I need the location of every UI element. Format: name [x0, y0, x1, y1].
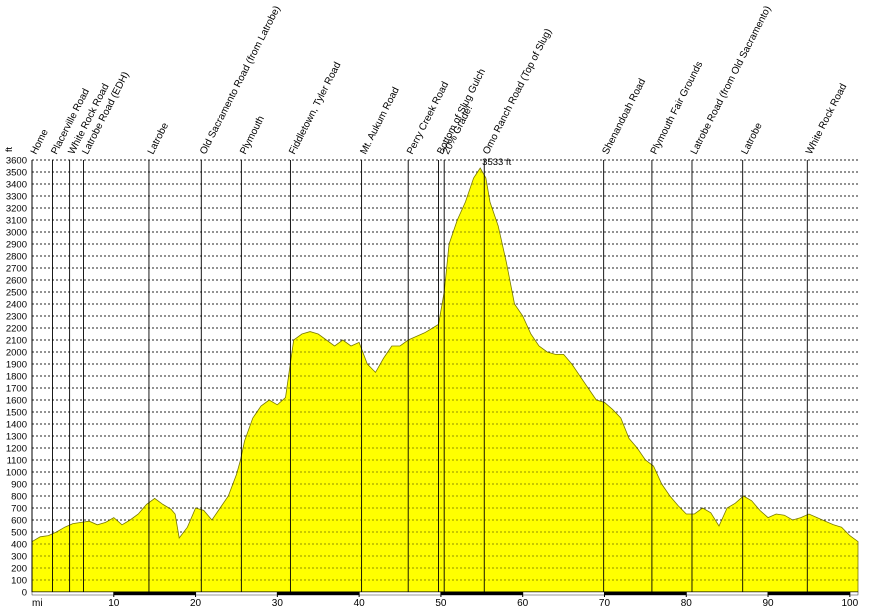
x-axis-band — [686, 591, 769, 596]
y-tick-label: 2900 — [6, 240, 27, 251]
y-tick-label: 3200 — [6, 204, 27, 215]
y-tick-label: 600 — [11, 516, 27, 527]
route-marker-label: Mt. Aukum Road — [358, 86, 401, 157]
y-tick-label: 3000 — [6, 228, 27, 239]
x-tick-label: 40 — [354, 598, 366, 609]
y-tick-label: 2800 — [6, 252, 27, 263]
y-tick-label: 2300 — [6, 312, 27, 323]
y-tick-label: 1500 — [6, 408, 27, 419]
axes: 10 20 30 40 50 60 70 80 90 100 — [31, 160, 859, 609]
y-tick-label: 900 — [11, 480, 27, 491]
y-tick-label: 1700 — [6, 384, 27, 395]
x-axis-band — [277, 591, 360, 596]
route-marker-label: Latrobe — [146, 121, 171, 157]
y-tick-label: 1400 — [6, 420, 27, 431]
x-tick-label: 50 — [435, 598, 447, 609]
y-tick-label: 2000 — [6, 348, 27, 359]
x-axis-band — [440, 591, 523, 596]
x-tick-label: 80 — [681, 598, 693, 609]
y-tick-label: 1100 — [7, 456, 27, 467]
y-tick-label: 0 — [22, 588, 27, 599]
gridline-overlay — [32, 159, 858, 581]
y-tick-label: 700 — [11, 504, 27, 515]
x-axis-band — [849, 591, 859, 596]
x-axis-band — [522, 591, 605, 596]
x-tick-label: 70 — [599, 598, 611, 609]
y-tick-label: 3500 — [6, 168, 27, 179]
x-tick-label: 100 — [841, 598, 858, 609]
y-tick-label: 500 — [11, 528, 27, 539]
y-tick-label: 400 — [11, 540, 27, 551]
y-tick-label: 2100 — [6, 336, 27, 347]
y-tick-label: 300 — [11, 552, 27, 563]
route-marker-label: Fiddletown, Tyler Road — [287, 60, 343, 156]
x-axis-band — [195, 591, 278, 596]
y-tick-label: 200 — [11, 564, 27, 575]
x-tick-label: 30 — [272, 598, 284, 609]
y-tick-label: 1900 — [6, 360, 27, 371]
x-tick-label: 20 — [190, 598, 202, 609]
x-axis-band — [31, 591, 114, 596]
route-marker-label: White Rock Road — [804, 82, 849, 156]
x-axis-band — [767, 591, 851, 596]
x-tick-label: 60 — [517, 598, 529, 609]
route-marker-label: Latrobe — [740, 121, 765, 157]
x-tick-label: 10 — [108, 598, 120, 609]
x-axis-band — [113, 591, 196, 596]
y-tick-label: 1000 — [6, 468, 27, 479]
y-tick-label: 2200 — [6, 324, 27, 335]
x-axis-unit-label: mi — [32, 598, 43, 609]
y-tick-label: 2400 — [6, 300, 27, 311]
y-axis-unit-label: ft — [4, 146, 14, 152]
y-tick-label: 3600 — [6, 156, 27, 167]
route-marker-label: Home — [29, 127, 51, 156]
y-tick-label: 2700 — [6, 264, 27, 275]
y-tick-label: 3100 — [6, 216, 27, 227]
y-tick-label: 1600 — [6, 396, 27, 407]
y-tick-label: 1800 — [6, 372, 27, 383]
x-axis-band — [604, 591, 687, 596]
y-tick-label: 2600 — [6, 276, 27, 287]
route-marker-label: Old Sacramento Road (from Latrobe) — [198, 4, 283, 156]
y-tick-label: 1300 — [6, 432, 27, 443]
x-tick-label: 90 — [762, 598, 774, 609]
y-tick-label: 800 — [11, 492, 27, 503]
y-tick-label: 3400 — [6, 180, 27, 191]
route-marker-label: Plymouth — [238, 114, 267, 156]
route-marker-label: Shenandoah Road — [601, 77, 649, 156]
y-tick-label: 100 — [11, 576, 27, 587]
y-tick-label: 2500 — [6, 288, 27, 299]
x-axis-band — [358, 591, 442, 596]
peak-elevation-label: 3533 ft — [482, 157, 511, 168]
y-tick-label: 3300 — [6, 192, 27, 203]
y-tick-label: 1200 — [6, 444, 27, 455]
route-marker-label: Omo Ranch Road (Top of Slug) — [481, 27, 554, 156]
